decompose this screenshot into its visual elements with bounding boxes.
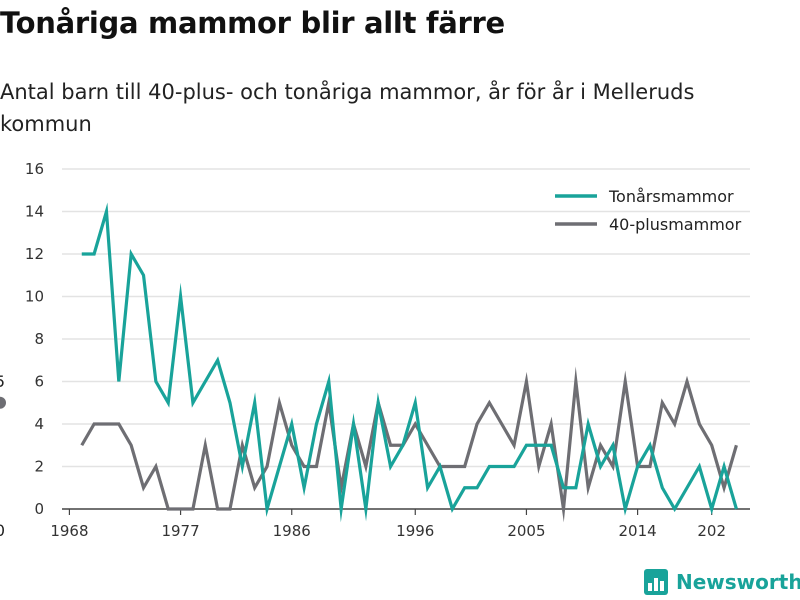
series-line-fortyplusmammor [80,366,738,523]
y-tick-label: 14 [25,203,44,221]
line-chart: 0 2 4 6 8 10 12 14 16 1968 1977 1986 1996 2005 2014 202… [0,160,750,540]
y-tick-label: 2 [34,458,44,476]
legend-label: 40-plusmammor [609,215,742,234]
brand-name: Newsworthy [676,570,800,594]
y-tick-label: 16 [25,160,44,178]
axes: 0 2 4 6 8 10 12 14 16 1968 1977 1986 1996 2005 2014 202 [25,160,750,540]
end-value-label: 5 [0,372,5,391]
series-lines: 50 [0,202,738,540]
newsworthy-logo[interactable]: Newsworthy [644,569,800,595]
x-tick-label: 1996 [396,522,434,540]
x-tick-label: 1968 [50,522,88,540]
chart-subtitle: Antal barn till 40-plus- och tonåriga ma… [0,80,695,136]
end-value-label: 0 [0,521,5,540]
end-point-marker [0,396,6,409]
x-tick-label: 2014 [619,522,657,540]
x-tick-label: 202 [697,522,726,540]
y-tick-label: 6 [34,373,44,391]
y-tick-label: 12 [25,245,44,263]
bar-chart-icon [644,569,668,595]
x-tick-label: 1986 [273,522,311,540]
x-tick-label: 2005 [507,522,545,540]
y-tick-label: 4 [34,415,44,433]
y-tick-label: 8 [34,330,44,348]
chart-title: Tonåriga mammor blir allt färre [0,6,505,40]
grid-lines [62,168,750,468]
x-tick-label: 1977 [161,522,199,540]
y-tick-label: 0 [34,500,44,518]
legend: Tonårsmammor 40-plusmammor [555,187,742,234]
series-line-tonarsmammor [81,202,738,523]
legend-label: Tonårsmammor [608,187,734,206]
y-tick-label: 10 [25,288,44,306]
